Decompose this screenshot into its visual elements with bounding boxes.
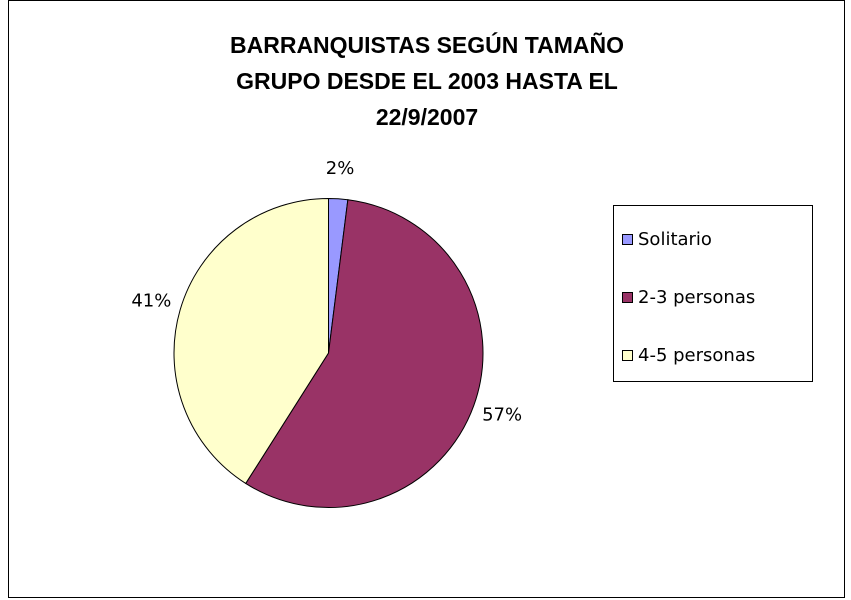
- legend-swatch: [622, 350, 633, 361]
- pie-slice: [245, 199, 484, 508]
- chart-title: GRUPO DESDE EL 2003 HASTA EL: [236, 68, 618, 94]
- legend-swatch: [622, 234, 633, 245]
- pie-slice: [173, 197, 329, 485]
- data-label: 2%: [326, 158, 355, 179]
- chart-title: BARRANQUISTAS SEGÚN TAMAÑO: [230, 31, 624, 58]
- legend-box: [613, 205, 813, 382]
- legend-swatch: [622, 292, 633, 303]
- data-label: 41%: [131, 291, 171, 312]
- legend-label: Solitario: [638, 229, 712, 250]
- legend-label: 4-5 personas: [638, 345, 755, 366]
- data-label: 57%: [482, 404, 522, 425]
- chart-title: 22/9/2007: [376, 104, 478, 130]
- legend-label: 2-3 personas: [638, 287, 755, 308]
